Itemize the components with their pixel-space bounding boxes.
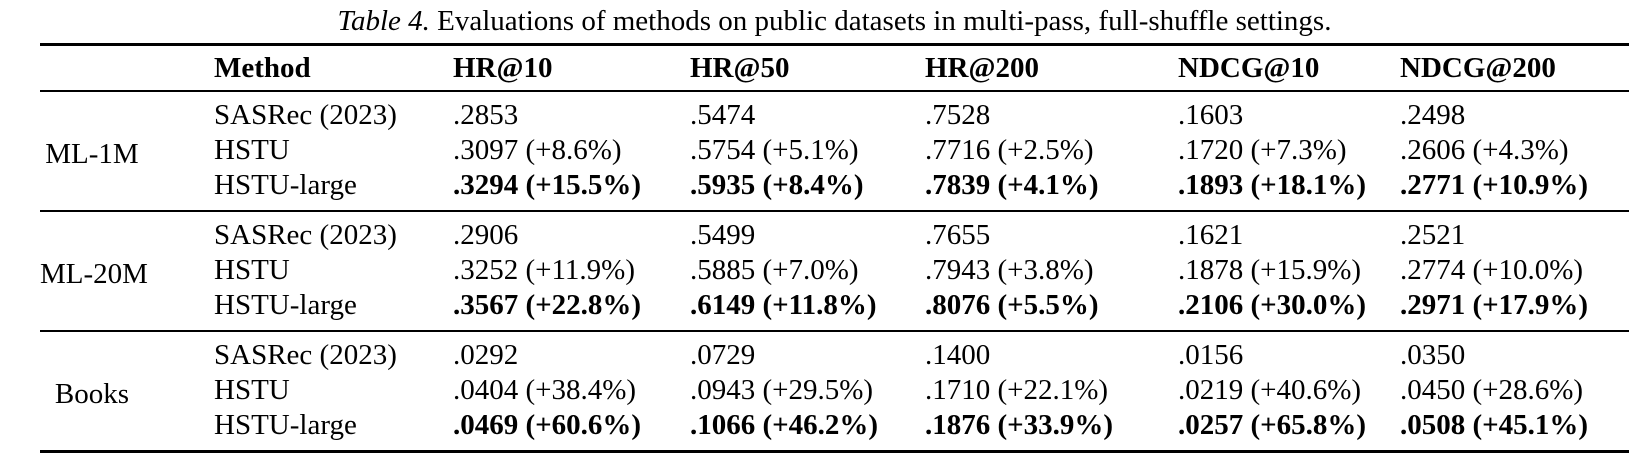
value-cell: .7655 <box>925 219 991 251</box>
value-cell: .2498 <box>1400 99 1466 131</box>
value-cell: .5885 (+7.0%) <box>690 254 859 286</box>
value-cell: .1893 (+18.1%) <box>1178 169 1367 201</box>
table-caption: Table 4. Evaluations of methods on publi… <box>40 5 1629 38</box>
header-method: Method <box>214 52 311 84</box>
value-cell: .3294 (+15.5%) <box>453 169 642 201</box>
table-row: HSTU .3097 (+8.6%) .5754 (+5.1%) .7716 (+2.… <box>40 133 1629 168</box>
value-cell: .5474 <box>690 99 756 131</box>
value-cell: .0219 (+40.6%) <box>1178 374 1362 406</box>
header-hr10: HR@10 <box>453 52 553 84</box>
method-cell: HSTU-large <box>214 409 357 441</box>
value-cell: .1066 (+46.2%) <box>690 409 879 441</box>
value-cell: .6149 (+11.8%) <box>690 289 877 321</box>
value-cell: .2771 (+10.9%) <box>1400 169 1589 201</box>
dataset-group: ML-20M SASRec (2023) .2906 .5499 .7655 .1621.… <box>40 211 1629 331</box>
value-cell: .1878 (+15.9%) <box>1178 254 1362 286</box>
dataset-label: ML-20M <box>40 257 148 290</box>
caption-label: Table 4. <box>337 5 430 37</box>
value-cell: .1720 (+7.3%) <box>1178 134 1347 166</box>
table-row: Books SASRec (2023) .0292.0729.1400.0156.0… <box>40 331 1629 410</box>
value-cell: .0156 <box>1178 339 1244 371</box>
value-cell: .0350 <box>1400 339 1466 371</box>
results-table: Method HR@10 HR@50 HR@200 NDCG@10 NDCG@2… <box>40 43 1629 453</box>
value-cell: .0943 (+29.5%) <box>690 374 874 406</box>
value-cell: .7839 (+4.1%) <box>925 169 1099 201</box>
caption-text: Evaluations of methods on public dataset… <box>437 5 1332 37</box>
method-cell: SASRec (2023) <box>214 339 397 371</box>
value-cell: .1603 <box>1178 99 1244 131</box>
value-cell: .1710 (+22.1%) <box>925 374 1109 406</box>
table-header: Method HR@10 HR@50 HR@200 NDCG@10 NDCG@2… <box>40 45 1629 92</box>
header-hr200: HR@200 <box>925 52 1039 84</box>
method-cell: SASRec (2023) <box>214 219 397 251</box>
value-cell: .7528 <box>925 99 991 131</box>
dataset-label: ML-1M <box>45 137 139 170</box>
dataset-group: ML-1M SASRec (2023) .2853 .5474 .7528 .1603 .2… <box>40 91 1629 211</box>
value-cell: .1621 <box>1178 219 1244 251</box>
dataset-label: Books <box>54 377 130 410</box>
value-cell: .2606 (+4.3%) <box>1400 134 1569 166</box>
value-cell: .7943 (+3.8%) <box>925 254 1094 286</box>
value-cell: .5935 (+8.4%) <box>690 169 864 201</box>
value-cell: .8076 (+5.5%) <box>925 289 1099 321</box>
value-cell: .0292 <box>453 339 519 371</box>
method-cell: HSTU <box>214 134 290 166</box>
method-cell: HSTU <box>214 254 290 286</box>
method-cell: HSTU-large <box>214 289 357 321</box>
table-row: HSTU .0404 (+38.4%) .0943 (+29.5%) .1710 (+… <box>40 373 1629 408</box>
table-row: ML-1M SASRec (2023) .2853 .5474 .7528 .1603 .2… <box>40 91 1629 170</box>
value-cell: .2906 <box>453 219 519 251</box>
table-row: HSTU-large .3567 (+22.8%) .6149 (+11.8%) .8… <box>40 288 1629 331</box>
value-cell: .2106 (+30.0%) <box>1178 289 1367 321</box>
dataset-group: Books SASRec (2023) .0292.0729.1400.0156.0… <box>40 331 1629 452</box>
header-ndcg200: NDCG@200 <box>1400 52 1556 84</box>
value-cell: .2853 <box>453 99 519 131</box>
header-ndcg10: NDCG@10 <box>1178 52 1320 84</box>
value-cell: .0257 (+65.8%) <box>1178 409 1367 441</box>
value-cell: .3252 (+11.9%) <box>453 254 636 286</box>
value-cell: .2521 <box>1400 219 1466 251</box>
table-row: HSTU .3252 (+11.9%) .5885 (+7.0%) .7943 (+3… <box>40 253 1629 288</box>
value-cell: .2971 (+17.9%) <box>1400 289 1589 321</box>
method-cell: SASRec (2023) <box>214 99 397 131</box>
value-cell: .2774 (+10.0%) <box>1400 254 1584 286</box>
value-cell: .5499 <box>690 219 756 251</box>
table-row: ML-20M SASRec (2023) .2906 .5499 .7655 .1621.… <box>40 211 1629 290</box>
value-cell: .3097 (+8.6%) <box>453 134 622 166</box>
value-cell: .0450 (+28.6%) <box>1400 374 1584 406</box>
header-row: Method HR@10 HR@50 HR@200 NDCG@10 NDCG@2… <box>40 45 1629 92</box>
value-cell: .5754 (+5.1%) <box>690 134 859 166</box>
method-cell: HSTU-large <box>214 169 357 201</box>
table-row: HSTU-large .3294 (+15.5%) .5935 (+8.4%) .78… <box>40 168 1629 211</box>
value-cell: .0404 (+38.4%) <box>453 374 637 406</box>
value-cell: .3567 (+22.8%) <box>453 289 642 321</box>
value-cell: .0729 <box>690 339 756 371</box>
value-cell: .7716 (+2.5%) <box>925 134 1094 166</box>
value-cell: .0469 (+60.6%) <box>453 409 642 441</box>
table-row: HSTU-large .0469 (+60.6%) .1066 (+46.2%) .1… <box>40 408 1629 452</box>
value-cell: .1400 <box>925 339 991 371</box>
value-cell: .1876 (+33.9%) <box>925 409 1114 441</box>
paper-table-figure: Table 4. Evaluations of methods on publi… <box>0 5 1652 473</box>
method-cell: HSTU <box>214 374 290 406</box>
header-dataset <box>40 45 214 92</box>
header-hr50: HR@50 <box>690 52 790 84</box>
value-cell: .0508 (+45.1%) <box>1400 409 1589 441</box>
